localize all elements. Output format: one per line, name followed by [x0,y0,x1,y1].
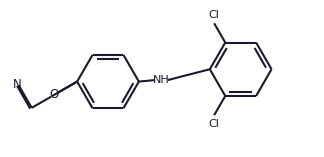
Text: O: O [50,88,59,101]
Text: Cl: Cl [209,10,220,20]
Text: Cl: Cl [209,119,220,129]
Text: NH: NH [153,75,169,85]
Text: N: N [13,78,22,91]
